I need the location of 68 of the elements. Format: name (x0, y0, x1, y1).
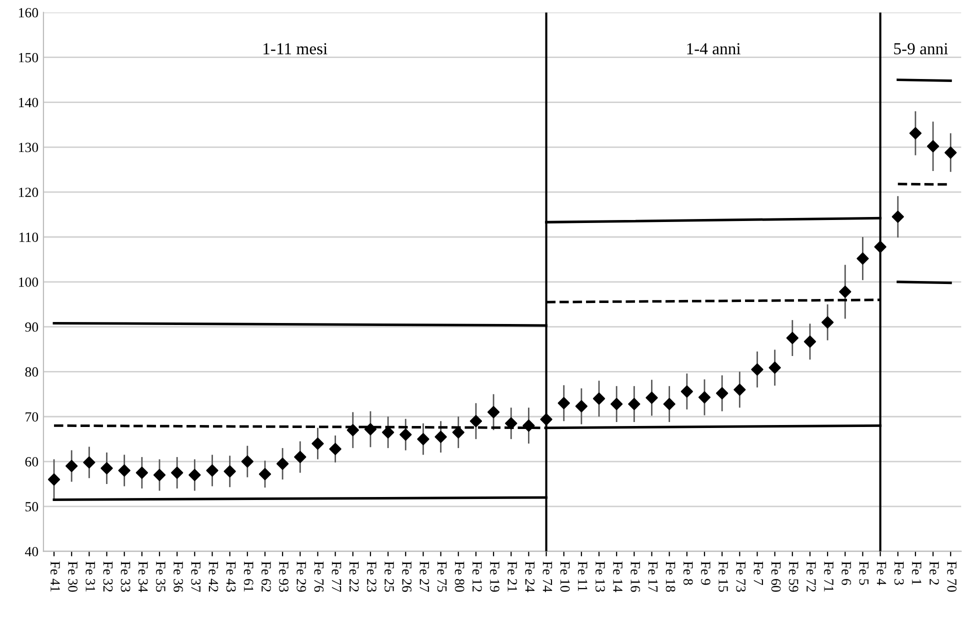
x-tick-label: Fe 71 (824, 561, 834, 592)
y-tick-label: 40 (24, 546, 38, 556)
y-tick-label: 60 (25, 457, 38, 466)
y-tick-label: 100 (18, 277, 38, 287)
x-tick-label: Fe 33 (120, 561, 130, 592)
y-tick-label: 120 (18, 188, 38, 198)
x-tick-label: Fe 18 (666, 561, 676, 592)
x-tick-label: Fe 7 (754, 561, 763, 585)
x-tick-label: Fe 15 (718, 561, 728, 592)
x-tick-label: Fe 42 (208, 561, 218, 592)
x-tick-label: Fe 21 (508, 561, 517, 592)
x-tick-label: Fe 3 (894, 561, 904, 585)
y-tick-label: 110 (20, 232, 38, 242)
x-tick-label: Fe 70 (947, 561, 957, 592)
x-tick-label: Fe 9 (701, 561, 710, 585)
x-tick-label: Fe 25 (384, 561, 394, 592)
x-tick-label: Fe 13 (596, 561, 605, 592)
x-tick-label: Fe 23 (366, 561, 376, 592)
y-tick-label: 90 (25, 322, 38, 332)
x-tick-label: Fe 41 (50, 561, 60, 592)
y-tick-label: 50 (26, 502, 38, 512)
x-tick-label: Fe 29 (296, 561, 306, 592)
x-tick-label: Fe 36 (174, 561, 183, 592)
annotation: 5-9 anni (894, 43, 948, 54)
x-tick-label: Fe 4 (876, 561, 886, 586)
x-tick-label: Fe 60 (771, 561, 781, 592)
x-tick-label: Fe 27 (420, 561, 430, 592)
x-tick-label: Fe 35 (156, 561, 166, 592)
x-tick-label: Fe 30 (68, 561, 78, 592)
x-tick-label: Fe 93 (279, 561, 288, 592)
x-tick-label: Fe 2 (930, 561, 939, 585)
x-tick-label: Fe 8 (683, 561, 693, 585)
x-tick-label: Fe 62 (262, 561, 271, 592)
x-tick-label: Fe 77 (332, 561, 342, 592)
x-tick-label: Fe 17 (648, 561, 658, 592)
x-tick-label: Fe 37 (191, 561, 201, 592)
x-tick-label: Fe 43 (226, 561, 236, 592)
x-tick-label: Fe 75 (437, 561, 447, 592)
y-tick-label: 70 (26, 412, 38, 422)
x-tick-label: Fe 24 (525, 561, 535, 592)
x-tick-label: Fe 80 (454, 561, 464, 592)
x-tick-label: Fe 10 (560, 561, 570, 592)
x-tick-label: Fe 73 (736, 561, 746, 592)
y-tick-label: 160 (18, 8, 38, 18)
x-tick-label: Fe 1 (912, 561, 922, 585)
x-tick-label: Fe 76 (314, 561, 324, 592)
x-tick-label: Fe 72 (806, 561, 816, 592)
x-tick-label: Fe 34 (138, 561, 148, 592)
x-tick-label: Fe 19 (490, 561, 500, 592)
y-tick-label: 140 (18, 98, 38, 108)
x-tick-label: Fe 32 (103, 561, 113, 592)
x-tick-label: Fe 22 (349, 561, 359, 592)
y-tick-label: 80 (25, 367, 38, 377)
y-tick-label: 150 (18, 52, 38, 62)
x-tick-label: Fe 12 (472, 561, 482, 592)
x-tick-label: Fe 6 (842, 561, 851, 585)
x-tick-label: Fe 14 (613, 561, 622, 592)
annotation: 1-4 anni (687, 43, 741, 54)
y-tick-label: 130 (18, 142, 38, 152)
x-tick-label: Fe 74 (542, 561, 552, 592)
annotation: 1-11 mesi (264, 43, 328, 54)
x-tick-label: Fe 16 (630, 561, 640, 592)
x-tick-label: Fe 11 (578, 561, 588, 591)
x-tick-label: Fe 61 (244, 561, 254, 592)
x-tick-label: Fe 59 (788, 561, 798, 592)
x-tick-label: Fe 5 (859, 561, 868, 585)
x-tick-label: Fe 26 (402, 561, 412, 592)
x-tick-label: Fe 31 (86, 561, 96, 592)
